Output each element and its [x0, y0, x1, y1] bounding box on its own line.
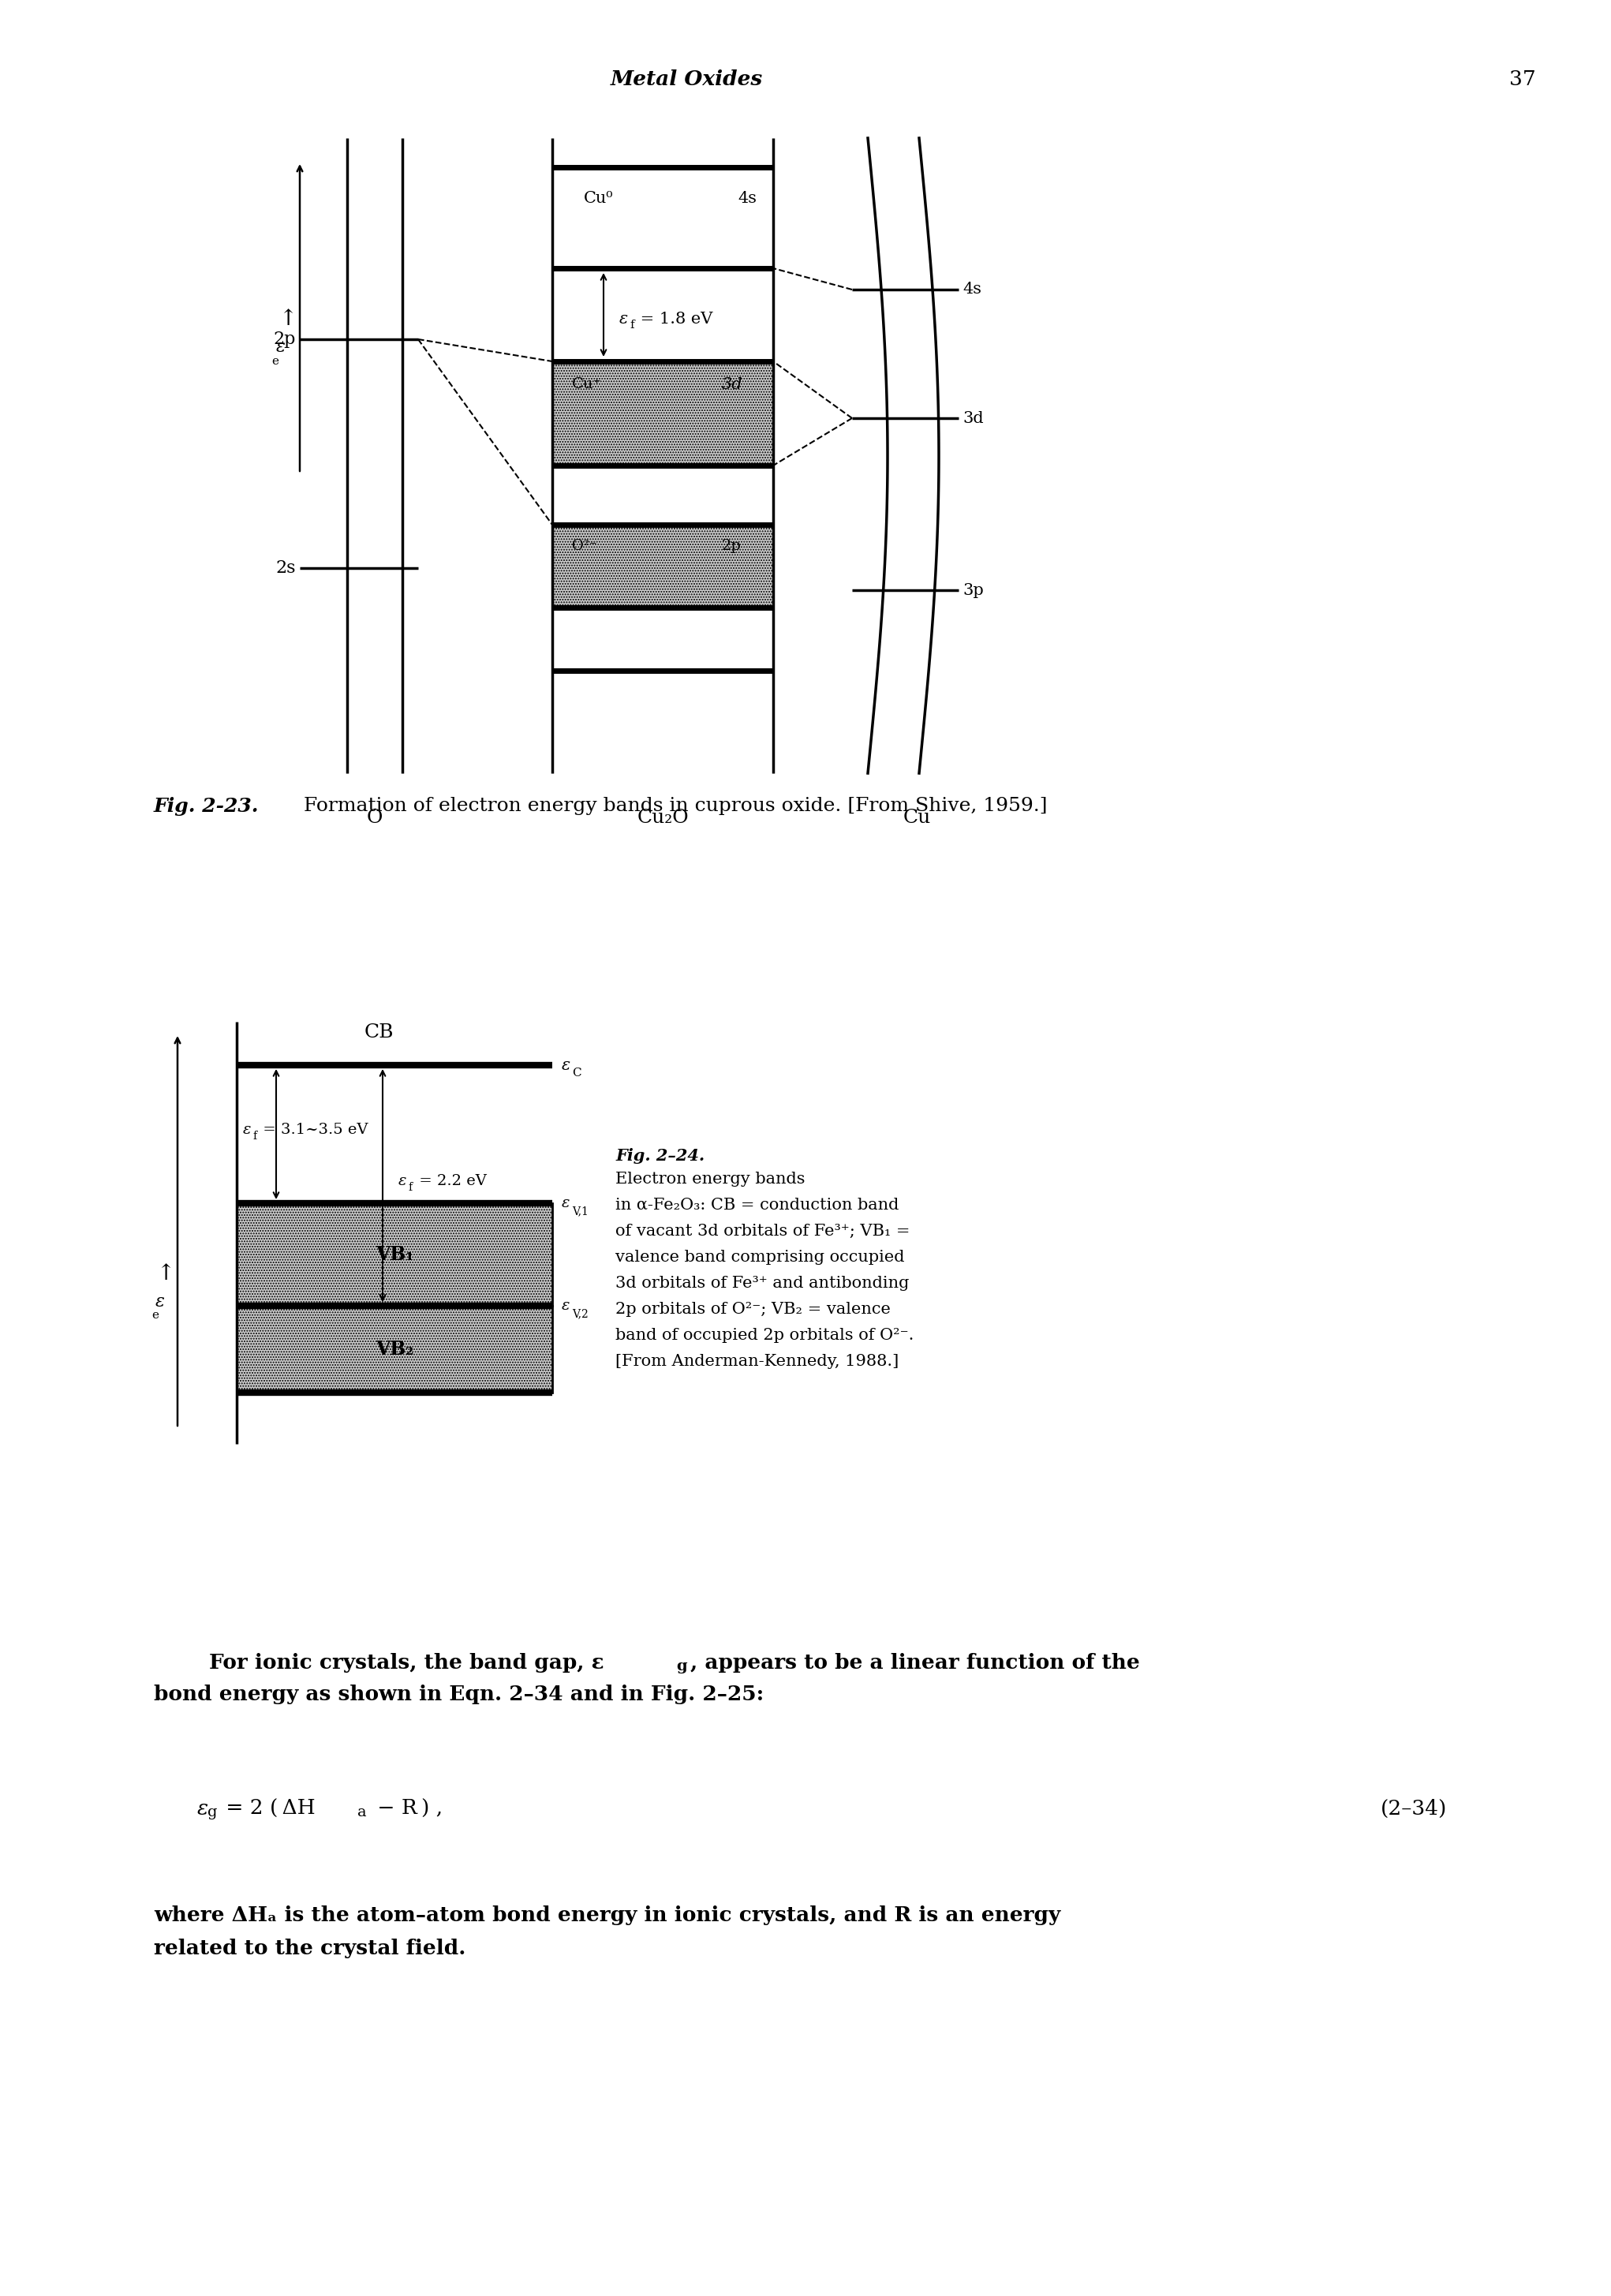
- Text: Cu⁺: Cu⁺: [572, 377, 603, 390]
- Text: 3p: 3p: [962, 583, 984, 597]
- Text: C: C: [572, 1068, 582, 1079]
- Text: 3d orbitals of Fe³⁺ and antibonding: 3d orbitals of Fe³⁺ and antibonding: [615, 1277, 909, 1290]
- Text: in α-Fe₂O₃: CB = conduction band: in α-Fe₂O₃: CB = conduction band: [615, 1199, 899, 1212]
- Text: band of occupied 2p orbitals of O²⁻.: band of occupied 2p orbitals of O²⁻.: [615, 1327, 913, 1343]
- Text: Fig. 2-23.: Fig. 2-23.: [153, 797, 259, 815]
- Text: 2s: 2s: [275, 560, 296, 576]
- Text: CB: CB: [364, 1024, 393, 1042]
- Text: (2–34): (2–34): [1381, 1800, 1447, 1818]
- Text: Cu₂O: Cu₂O: [636, 808, 688, 827]
- Text: − R ) ,: − R ) ,: [371, 1800, 443, 1818]
- Text: f: f: [253, 1130, 256, 1141]
- Text: [From Anderman-Kennedy, 1988.]: [From Anderman-Kennedy, 1988.]: [615, 1355, 899, 1368]
- Text: e: e: [151, 1309, 159, 1320]
- Text: Cu⁰: Cu⁰: [583, 191, 614, 207]
- Text: g: g: [208, 1805, 217, 1818]
- Text: 2p orbitals of O²⁻; VB₂ = valence: 2p orbitals of O²⁻; VB₂ = valence: [615, 1302, 891, 1318]
- Text: ε: ε: [197, 1800, 208, 1818]
- Text: 2p: 2p: [274, 331, 296, 349]
- Text: V,2: V,2: [572, 1309, 588, 1320]
- Text: = 2.2 eV: = 2.2 eV: [414, 1173, 487, 1189]
- Text: e: e: [272, 356, 279, 367]
- Text: = 3.1~3.5 eV: = 3.1~3.5 eV: [258, 1123, 367, 1137]
- Text: bond energy as shown in Eqn. 2–34 and in Fig. 2–25:: bond energy as shown in Eqn. 2–34 and in…: [153, 1685, 764, 1704]
- Text: valence band comprising occupied: valence band comprising occupied: [615, 1249, 904, 1265]
- Text: Metal Oxides: Metal Oxides: [611, 69, 762, 90]
- Text: Fig. 2–24.: Fig. 2–24.: [615, 1148, 704, 1164]
- Text: ↑: ↑: [156, 1263, 176, 1286]
- Text: 37: 37: [1510, 69, 1535, 90]
- Text: ε: ε: [562, 1058, 570, 1072]
- Text: ε: ε: [243, 1123, 251, 1137]
- Text: VB₂: VB₂: [375, 1341, 414, 1359]
- Text: of vacant 3d orbitals of Fe³⁺; VB₁ =: of vacant 3d orbitals of Fe³⁺; VB₁ =: [615, 1224, 910, 1240]
- Text: ε: ε: [562, 1196, 570, 1210]
- Text: , appears to be a linear function of the: , appears to be a linear function of the: [691, 1653, 1141, 1674]
- Text: where ΔHₐ is the atom–atom bond energy in ionic crystals, and R is an energy: where ΔHₐ is the atom–atom bond energy i…: [153, 1906, 1060, 1924]
- Text: ε: ε: [398, 1173, 406, 1189]
- Text: 3d: 3d: [722, 377, 743, 393]
- Bar: [553, 360, 773, 466]
- Text: ε: ε: [562, 1300, 570, 1313]
- Bar: [553, 466, 773, 526]
- Bar: [237, 1306, 553, 1394]
- Text: Electron energy bands: Electron energy bands: [615, 1171, 806, 1187]
- Text: 3d: 3d: [962, 411, 983, 425]
- Text: g: g: [677, 1660, 686, 1674]
- Text: 2p: 2p: [722, 540, 741, 553]
- Bar: [553, 269, 773, 360]
- Text: ε: ε: [619, 312, 628, 326]
- Text: 4s: 4s: [738, 191, 757, 207]
- Text: = 1.8 eV: = 1.8 eV: [635, 312, 712, 326]
- Bar: [553, 526, 773, 608]
- Text: VB₁: VB₁: [375, 1244, 414, 1265]
- Text: For ionic crystals, the band gap, ε: For ionic crystals, the band gap, ε: [209, 1653, 604, 1674]
- Text: f: f: [630, 319, 635, 331]
- Bar: [237, 1203, 553, 1306]
- Text: O²⁻: O²⁻: [572, 540, 596, 553]
- Text: = 2 ( ΔH: = 2 ( ΔH: [219, 1800, 316, 1818]
- Text: O: O: [367, 808, 383, 827]
- Text: Formation of electron energy bands in cuprous oxide. [From Shive, 1959.]: Formation of electron energy bands in cu…: [304, 797, 1047, 815]
- Text: 4s: 4s: [962, 282, 981, 296]
- Text: ε: ε: [275, 338, 285, 356]
- Text: Cu: Cu: [902, 808, 931, 827]
- Text: related to the crystal field.: related to the crystal field.: [153, 1938, 466, 1958]
- Text: ↑: ↑: [279, 310, 296, 331]
- Text: ε: ε: [155, 1293, 164, 1311]
- Text: a: a: [358, 1805, 367, 1818]
- Text: V,1: V,1: [572, 1205, 588, 1217]
- Text: f: f: [408, 1182, 412, 1194]
- Bar: [553, 168, 773, 269]
